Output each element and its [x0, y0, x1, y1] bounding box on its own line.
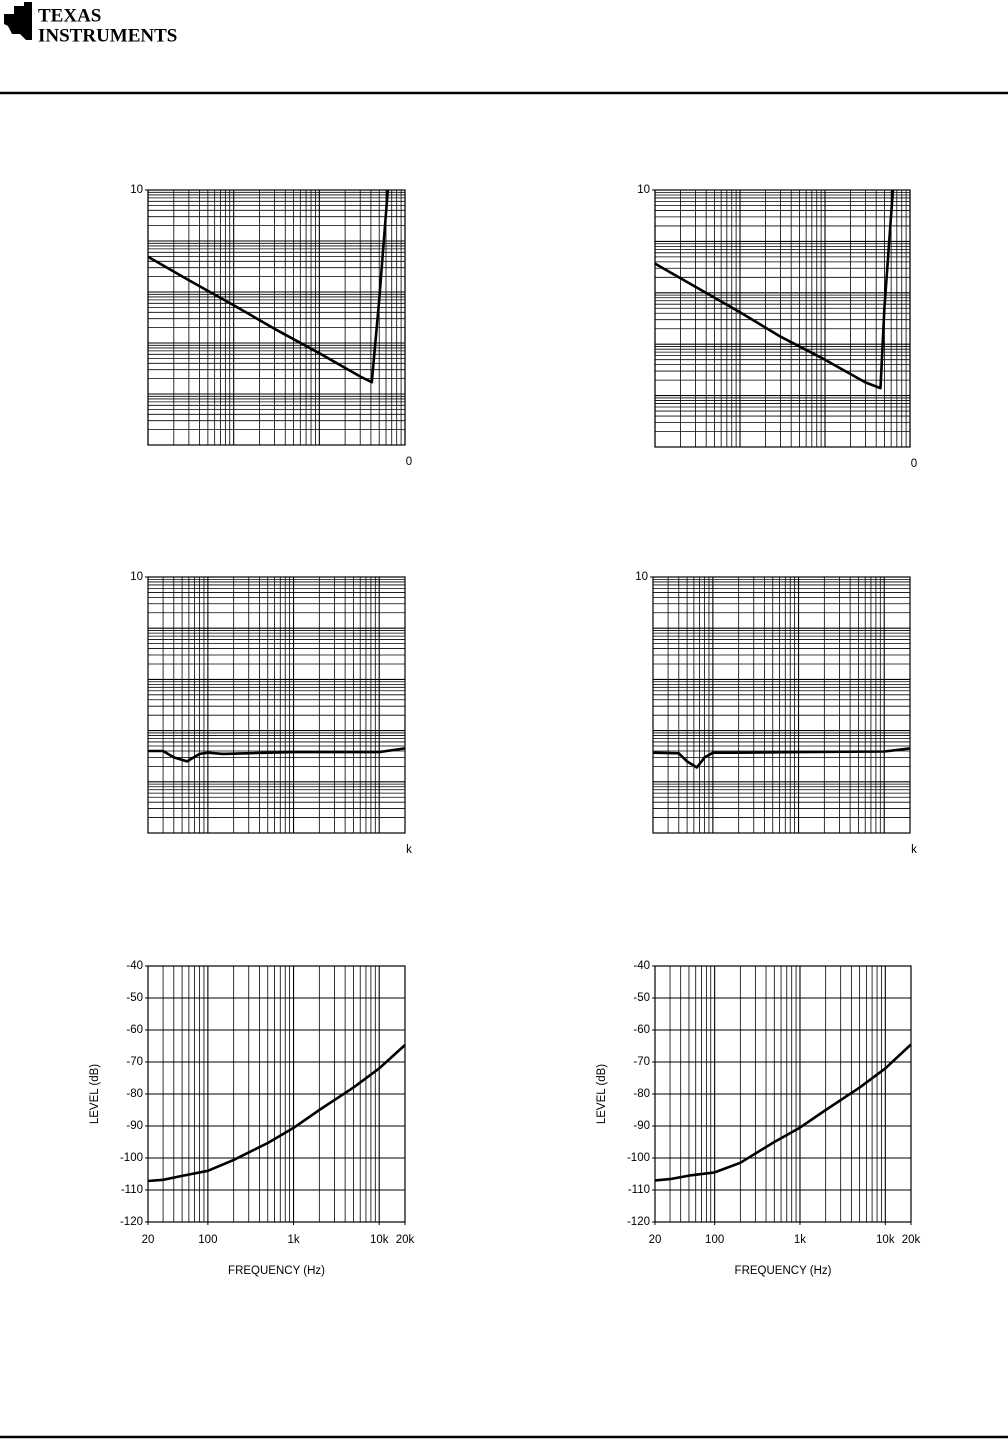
x-tick-label: 10k — [876, 1234, 895, 1246]
x-tick-label: 1k — [287, 1234, 299, 1246]
y-tick-label: -50 — [126, 992, 143, 1004]
y-axis-label: LEVEL (dB) — [596, 1064, 608, 1124]
y-tick-label: -100 — [120, 1152, 143, 1164]
y-tick-label: -50 — [633, 992, 650, 1004]
x-tick-label: 20 — [142, 1234, 155, 1246]
y-tick-label: -100 — [627, 1152, 650, 1164]
y-tick-label: -70 — [633, 1056, 650, 1068]
brand-line2: INSTRUMENTS — [38, 25, 177, 46]
y-tick-label: -70 — [126, 1056, 143, 1068]
data-line — [147, 1044, 406, 1183]
brand-line1: TEXAS — [38, 5, 101, 26]
data-line — [654, 189, 895, 390]
y-tick-label: -120 — [120, 1216, 143, 1228]
y-tick-label: -40 — [126, 960, 143, 972]
data-line — [654, 1043, 912, 1182]
y-tick-label: -110 — [121, 1184, 143, 1196]
y-tick-label: -40 — [633, 960, 650, 972]
y-tick-label: -80 — [633, 1088, 650, 1100]
x-axis-label: FREQUENCY (Hz) — [735, 1265, 832, 1277]
y-tick-label: 10 — [130, 571, 143, 583]
y-tick-label: -90 — [126, 1120, 143, 1132]
logo — [4, 2, 32, 40]
x-tick-label: 10k — [370, 1234, 389, 1246]
y-tick-label: 10 — [635, 571, 648, 583]
x-end-label: 0 — [911, 458, 917, 470]
x-tick-label: 20k — [396, 1234, 415, 1246]
x-tick-label: 1k — [794, 1234, 806, 1246]
y-tick-label: -60 — [126, 1024, 143, 1036]
x-end-label: 0 — [406, 456, 412, 468]
x-tick-label: 100 — [705, 1234, 724, 1246]
x-tick-label: 20 — [649, 1234, 662, 1246]
data-line — [652, 747, 911, 769]
plot-frame — [147, 189, 406, 446]
x-end-label: k — [911, 844, 917, 856]
x-end-label: k — [406, 844, 412, 856]
x-tick-label: 20k — [902, 1234, 921, 1246]
y-tick-label: 10 — [130, 184, 143, 196]
y-axis-label: LEVEL (dB) — [89, 1064, 101, 1124]
plot-frame — [147, 576, 406, 834]
y-tick-label: -120 — [627, 1216, 650, 1228]
x-tick-label: 100 — [198, 1234, 217, 1246]
y-tick-label: -90 — [633, 1120, 650, 1132]
data-line — [147, 189, 390, 384]
data-line — [148, 747, 406, 763]
x-axis-label: FREQUENCY (Hz) — [228, 1265, 325, 1277]
y-tick-label: 10 — [637, 184, 650, 196]
plot-frame — [652, 576, 911, 834]
y-tick-label: -80 — [126, 1088, 143, 1100]
y-tick-label: -110 — [628, 1184, 650, 1196]
y-tick-label: -60 — [633, 1024, 650, 1036]
plot-frame — [654, 189, 911, 448]
